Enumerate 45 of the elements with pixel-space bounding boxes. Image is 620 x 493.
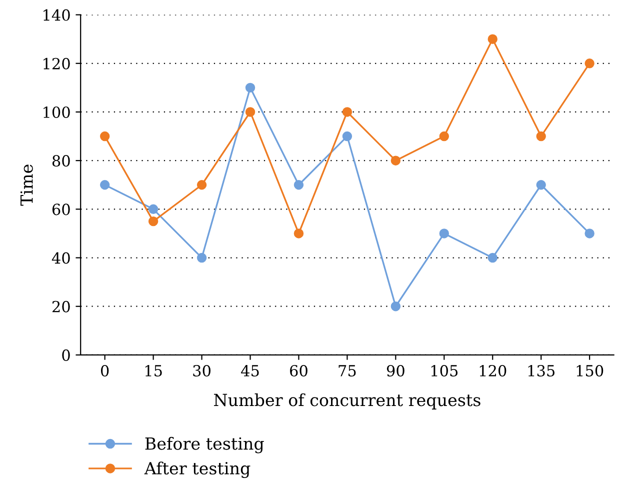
- point: [342, 131, 352, 142]
- x-tick-label: 0: [100, 364, 109, 377]
- point: [390, 156, 401, 166]
- point: [342, 107, 352, 117]
- x-tick-label: 90: [386, 364, 404, 377]
- point: [196, 252, 207, 263]
- x-tick-label: 135: [528, 364, 554, 377]
- y-axis-title: Time: [20, 164, 33, 206]
- x-tick-label: 60: [290, 364, 308, 377]
- x-tick-label: 45: [241, 364, 259, 377]
- x-tick-label: 75: [338, 365, 356, 377]
- point: [294, 180, 304, 190]
- y-tick-label: 20: [52, 300, 70, 312]
- point: [488, 252, 498, 263]
- y-tick-label: 120: [44, 58, 70, 70]
- x-tick-label: 120: [480, 364, 506, 377]
- x-tick-label: 105: [431, 364, 458, 377]
- legend-label: After testing: [144, 462, 250, 478]
- point: [196, 180, 207, 190]
- point: [390, 302, 401, 312]
- y-tick-label: 100: [44, 106, 70, 118]
- y-tick-label: 0: [62, 349, 70, 361]
- point: [584, 58, 594, 68]
- point: [584, 228, 594, 238]
- point: [245, 107, 256, 117]
- point: [536, 131, 546, 142]
- x-tick-label: 150: [576, 364, 604, 377]
- point: [148, 204, 158, 214]
- point: [488, 34, 498, 44]
- y-tick-label: 80: [52, 155, 70, 167]
- y-tick-label: 140: [44, 9, 70, 21]
- y-tick-label: 40: [52, 252, 70, 264]
- point: [245, 82, 256, 93]
- legend-label: Before testing: [145, 436, 264, 454]
- point: [100, 131, 110, 142]
- point: [294, 228, 304, 238]
- point: [439, 131, 450, 142]
- point: [100, 180, 110, 190]
- point: [148, 216, 158, 226]
- y-tick-label: 60: [52, 204, 70, 216]
- x-axis-title: Number of concurrent requests: [214, 393, 480, 410]
- x-tick-label: 15: [145, 364, 162, 377]
- point: [439, 228, 450, 238]
- point: [536, 180, 546, 190]
- x-tick-label: 30: [193, 364, 210, 377]
